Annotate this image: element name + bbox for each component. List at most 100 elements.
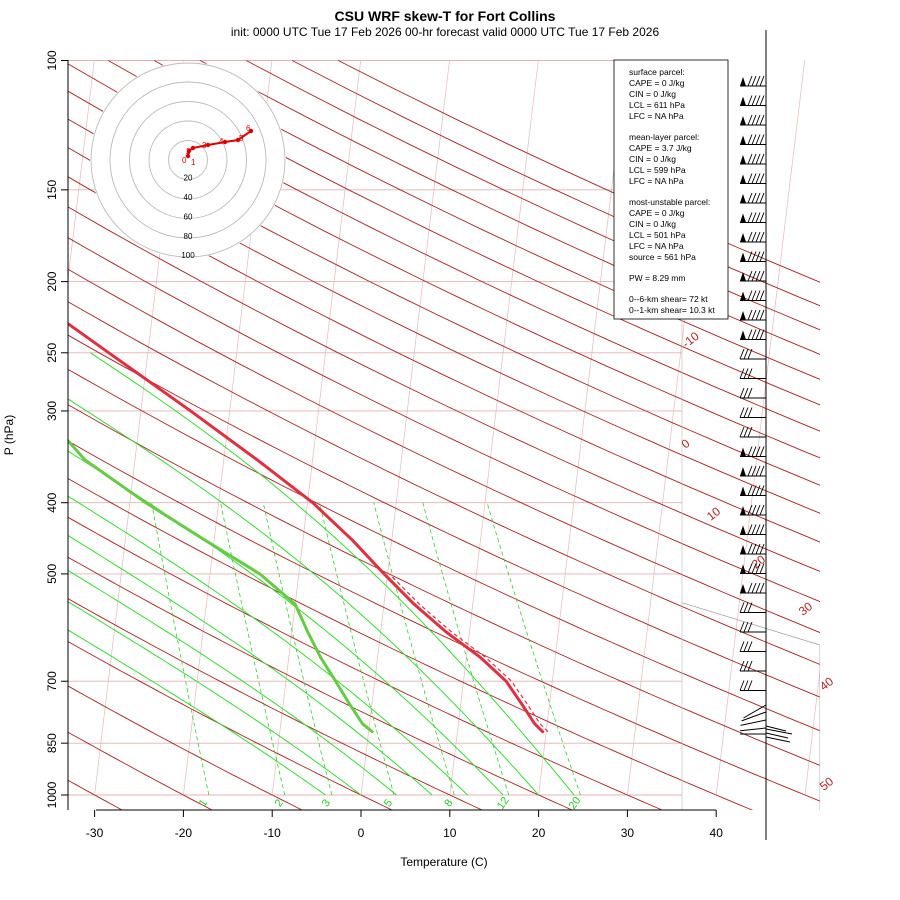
barb-feather [759, 134, 765, 145]
moist-adiabat-24 [90, 352, 575, 796]
barb-feather [755, 563, 761, 574]
wind-barbs [739, 75, 793, 743]
barb-feather [747, 407, 753, 418]
barb-feather [759, 173, 765, 184]
x-axis-ticks: -30 -20 -10 0 10 20 30 40 [86, 810, 723, 840]
barb-feather [751, 75, 757, 87]
hodograph-point-label: 2 [186, 147, 191, 156]
y-axis-label: P (hPa) [2, 415, 16, 455]
hodograph-ring-label: 100 [181, 251, 195, 260]
mixing-ratio-line-2 [220, 502, 286, 796]
x-tick-label: 0 [358, 826, 365, 840]
dry-adiabat-220 [291, 60, 820, 307]
dry-adiabat-170 [68, 63, 820, 432]
barb-pennant [740, 467, 746, 476]
hodograph-point [190, 145, 196, 151]
dry-adiabat-150 [68, 118, 820, 486]
stats-box-frame [613, 59, 729, 320]
hodograph-ring [148, 120, 228, 200]
mixing-ratio-line-8 [373, 502, 455, 796]
barb-feather [751, 309, 757, 321]
barb-feather [739, 602, 745, 613]
isotherm-label: 10 [704, 504, 723, 523]
wind-barb [740, 75, 766, 87]
temperature-virtual-profile [388, 573, 549, 733]
barb-feather [747, 173, 753, 184]
hodograph-ring [90, 62, 286, 258]
barb-feather [755, 212, 761, 223]
y-tick-label: 500 [45, 564, 59, 584]
dry-adiabat-20 [68, 556, 574, 810]
barb-feather [747, 641, 753, 652]
wind-barb [740, 727, 767, 732]
isotherm-label: 20 [749, 552, 768, 571]
mixing-ratio-label: 8 [442, 797, 455, 809]
most-unstable-source: source = 561 hPa [629, 252, 696, 262]
dry-adiabat-0 [68, 641, 393, 810]
barb-feather [759, 270, 765, 282]
dry-adiabat-10 [68, 598, 483, 810]
mixing-ratio-label: 1 [197, 797, 210, 809]
barb-shaft [740, 727, 767, 732]
barb-feather [759, 309, 765, 321]
moist-adiabat-12 [68, 495, 468, 796]
moist-adiabat--4 [68, 629, 326, 796]
barb-feather [755, 75, 761, 87]
barb-feather [759, 290, 765, 301]
barb-feather [747, 387, 753, 399]
x-tick-label: -20 [175, 826, 193, 840]
barb-feather [747, 231, 753, 243]
x-tick-label: 10 [443, 826, 457, 840]
barb-pennant [740, 252, 746, 262]
barb-feather [759, 465, 765, 477]
moist-adiabat-4 [68, 569, 397, 796]
barb-feather [739, 387, 745, 399]
barb-pennant [740, 77, 746, 86]
dry-adiabat-130 [68, 176, 820, 543]
barb-feather [747, 270, 753, 282]
hodograph-background [90, 62, 286, 258]
barb-feather [747, 192, 753, 204]
hodograph-point-label: 3 [202, 141, 207, 150]
x-tick-label: -10 [264, 826, 282, 840]
barb-feather [759, 524, 765, 535]
wind-barb [739, 407, 766, 418]
barb-feather [755, 309, 761, 321]
mixing-ratio-labels: 1 2 3 5 8 12 20 [197, 795, 584, 812]
barb-feather [751, 231, 757, 243]
barb-feather [759, 153, 765, 165]
hodograph-ring [109, 81, 267, 239]
y-axis-ticks: 100 150 200 250 300 400 500 700 850 1000 [45, 50, 68, 808]
barb-feather [755, 251, 761, 262]
barb-feather [751, 524, 757, 535]
barb-feather [751, 465, 757, 477]
barb-feather [747, 504, 753, 516]
surface-cape: CAPE = 0 J/kg [629, 78, 685, 88]
axes [67, 60, 716, 811]
most-unstable-cape: CAPE = 0 J/kg [629, 208, 685, 218]
barb-pennant [740, 447, 746, 457]
surface-cin: CIN = 0 J/kg [629, 89, 676, 99]
barb-feather [759, 75, 765, 87]
barb-feather [755, 290, 761, 301]
barb-pennant [740, 116, 746, 125]
hodograph-point-label: 0 [182, 156, 187, 165]
barb-feather [747, 621, 753, 633]
barb-feather [755, 504, 761, 516]
mixing-ratio-label: 20 [567, 795, 584, 812]
barb-feather [755, 153, 761, 165]
barb-feather [759, 485, 765, 496]
barb-feather [747, 543, 753, 555]
barb-feather [747, 329, 753, 340]
chart-subtitle: init: 0000 UTC Tue 17 Feb 2026 00-hr for… [231, 25, 660, 39]
barb-feather [747, 309, 753, 321]
y-tick-label: 1000 [45, 781, 59, 808]
wind-barb [739, 641, 766, 652]
barb-feather [759, 543, 765, 555]
wind-barb [740, 524, 766, 535]
barb-feather [743, 641, 749, 652]
mixing-ratio-line-3 [262, 502, 333, 796]
hodograph-ring-label: 80 [184, 232, 193, 241]
wind-barb [739, 426, 766, 438]
wind-barb [739, 602, 766, 613]
